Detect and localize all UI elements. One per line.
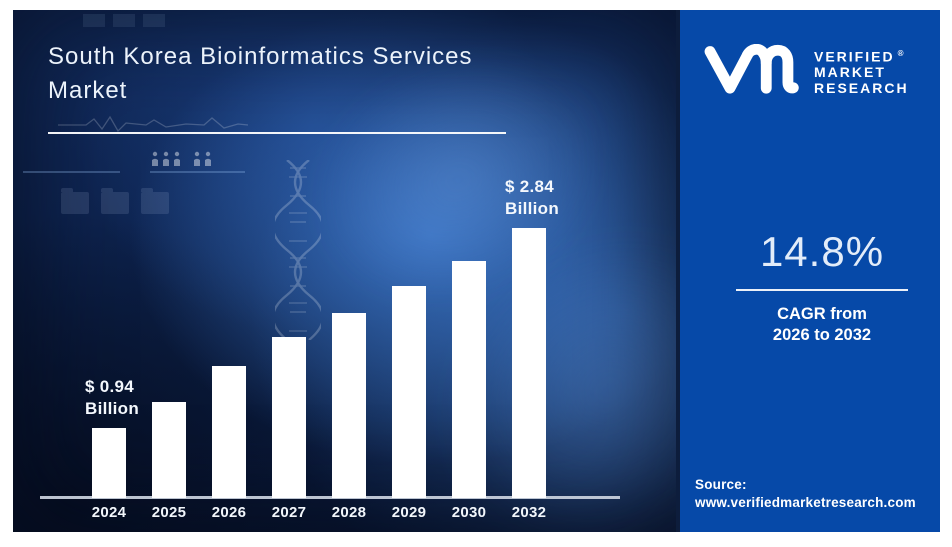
vmr-logo-mark-icon <box>704 44 799 94</box>
bar-2030 <box>452 261 486 498</box>
logo-line-market: MARKET <box>814 64 886 81</box>
page-title-line1: South Korea Bioinformatics Services <box>48 43 473 70</box>
bar-2026 <box>212 366 246 498</box>
x-tick-2024: 2024 <box>91 504 127 521</box>
bar-2024 <box>92 428 126 498</box>
cagr-label: CAGR from 2026 to 2032 <box>700 304 940 346</box>
cagr-block: 14.8% CAGR from 2026 to 2032 <box>700 228 940 346</box>
bar-chart-plot: 2024 2025 2026 2027 2028 2029 2030 2032 $ 0.94 Bi… <box>13 10 676 532</box>
folder-icon <box>61 188 89 214</box>
value-label-2024: $ 0.94 Billion <box>85 377 140 418</box>
bar-2025 <box>152 402 186 498</box>
x-tick-2025: 2025 <box>151 504 187 521</box>
hud-line-decoration <box>23 171 120 173</box>
logo-line-research: RESEARCH <box>814 79 909 96</box>
folder-icon <box>101 188 129 214</box>
people-icons <box>152 151 211 166</box>
x-tick-2027: 2027 <box>271 504 307 521</box>
x-tick-2029: 2029 <box>391 504 427 521</box>
vmr-logo: VERIFIED ® MARKET RESEARCH <box>698 44 909 96</box>
bar-2027 <box>272 337 306 498</box>
cagr-label-line1: CAGR from <box>777 305 867 323</box>
x-tick-2030: 2030 <box>451 504 487 521</box>
source-block: Source: www.verifiedmarketresearch.com <box>695 476 916 511</box>
x-tick-2026: 2026 <box>211 504 247 521</box>
artwork-frame: South Korea Bioinformatics Services Mark… <box>13 10 940 532</box>
hud-line-decoration <box>150 171 245 173</box>
page-title: South Korea Bioinformatics Services Mark… <box>48 40 608 108</box>
photo-background: South Korea Bioinformatics Services Mark… <box>13 10 824 532</box>
value-label-2032: $ 2.84 Billion <box>505 177 560 218</box>
registered-trademark-icon: ® <box>897 49 904 58</box>
cagr-divider-rule <box>736 289 908 291</box>
logo-line-verified: VERIFIED <box>814 48 895 65</box>
ecg-line-icon <box>58 115 248 133</box>
folder-icon <box>141 188 169 214</box>
x-tick-2028: 2028 <box>331 504 367 521</box>
x-tick-2032: 2032 <box>511 504 547 521</box>
cagr-label-line2: 2026 to 2032 <box>772 326 872 344</box>
title-underline-rule <box>48 132 506 134</box>
bar-2028 <box>332 313 366 498</box>
bar-2029 <box>392 286 426 498</box>
source-url: www.verifiedmarketresearch.com <box>695 494 916 510</box>
page-title-line2: Market <box>48 77 128 104</box>
brand-panel: VERIFIED ® MARKET RESEARCH 14.8% CAGR fro… <box>676 10 940 532</box>
vmr-logo-text: VERIFIED ® MARKET RESEARCH <box>814 46 909 96</box>
source-label: Source: <box>695 477 747 492</box>
dna-icon <box>275 160 321 340</box>
monitor-tiles-decoration <box>83 14 165 27</box>
bar-2032 <box>512 228 546 498</box>
x-axis-line <box>40 496 620 499</box>
cagr-value: 14.8% <box>759 228 885 275</box>
